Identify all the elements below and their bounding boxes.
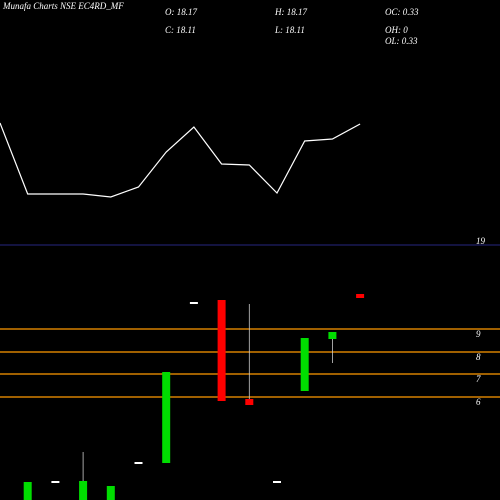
candle-body — [134, 462, 143, 464]
ohlc-stat: OL: 0.33 — [385, 36, 418, 46]
ohlc-stat: C: 18.11 — [165, 25, 196, 35]
level-label: 7 — [476, 374, 481, 384]
ohlc-stat: O: 18.17 — [165, 7, 197, 17]
ohlc-stat: H: 18.17 — [274, 7, 307, 17]
candle-body — [23, 482, 32, 500]
candle-body — [79, 481, 88, 500]
ohlc-stat: L: 18.11 — [274, 25, 305, 35]
candle-body — [328, 332, 337, 339]
price-line — [0, 122, 361, 198]
level-label: 8 — [476, 352, 481, 362]
candle-body — [356, 294, 365, 298]
level-label: 6 — [476, 397, 481, 407]
candle-body — [189, 302, 198, 304]
candle-body — [51, 481, 60, 483]
ohlc-stat: OH: 0 — [385, 25, 408, 35]
ohlc-stat: OC: 0.33 — [385, 7, 419, 17]
chart-title: Munafa Charts NSE EC4RD_MF — [2, 1, 124, 11]
candle-body — [217, 300, 226, 401]
candle-body — [106, 486, 115, 500]
level-label: 19 — [476, 236, 486, 246]
candle-body — [245, 399, 254, 405]
candle-body — [300, 338, 309, 391]
level-label: 9 — [476, 329, 481, 339]
candle-body — [273, 481, 281, 483]
candle-body — [162, 372, 171, 463]
